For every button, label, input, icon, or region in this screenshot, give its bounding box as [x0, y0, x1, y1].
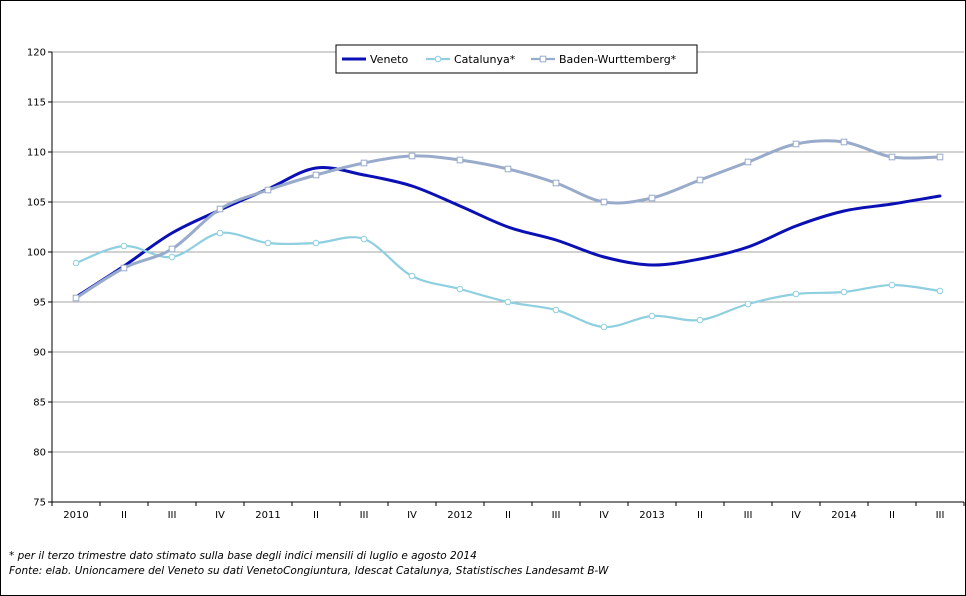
y-tick-label-120: 120 — [27, 48, 46, 59]
data-point-1-16 — [840, 288, 848, 296]
x-tick-label-8: 2012 — [447, 510, 472, 521]
data-point-2-14 — [744, 158, 752, 166]
data-point-1-4 — [264, 239, 272, 247]
data-point-2-3 — [216, 205, 224, 213]
data-point-2-7 — [408, 152, 416, 160]
data-point-1-1 — [120, 242, 128, 250]
data-point-2-11 — [600, 198, 608, 206]
data-point-2-12 — [648, 194, 656, 202]
data-point-2-1 — [120, 264, 128, 272]
legend-label-1: Catalunya* — [454, 53, 516, 66]
data-point-1-12 — [648, 312, 656, 320]
data-point-1-5 — [312, 239, 320, 247]
data-point-2-10 — [552, 179, 560, 187]
footnote-estimate: * per il terzo trimestre dato stimato su… — [9, 550, 477, 562]
y-tick-label-90: 90 — [33, 348, 46, 359]
series-2 — [72, 138, 944, 302]
x-tick-label-13: II — [697, 510, 703, 521]
data-point-1-9 — [504, 298, 512, 306]
x-tick-label-18: III — [936, 510, 945, 521]
y-tick-label-95: 95 — [33, 298, 46, 309]
data-point-2-2 — [168, 245, 176, 253]
x-tick-label-3: IV — [215, 510, 225, 521]
series-lines — [72, 138, 944, 331]
y-tick-label-105: 105 — [27, 198, 46, 209]
x-tick-label-0: 2010 — [63, 510, 88, 521]
legend: Veneto Catalunya* Baden-Wurttemberg* — [335, 44, 698, 74]
legend-marker-1 — [434, 55, 442, 63]
x-tick-label-5: II — [313, 510, 319, 521]
legend-box — [335, 44, 698, 74]
data-point-2-13 — [696, 176, 704, 184]
data-point-1-2 — [168, 253, 176, 261]
x-tick-label-17: II — [889, 510, 895, 521]
y-tick-label-75: 75 — [33, 498, 46, 509]
gridlines — [52, 51, 964, 502]
series-1 — [72, 229, 944, 331]
data-point-1-14 — [744, 300, 752, 308]
data-point-2-15 — [792, 140, 800, 148]
data-point-1-11 — [600, 323, 608, 331]
footnote-source: Fonte: elab. Unioncamere del Veneto su d… — [9, 565, 609, 577]
y-tick-label-100: 100 — [27, 248, 46, 259]
data-point-1-6 — [360, 235, 368, 243]
x-tick-label-16: 2014 — [831, 510, 856, 521]
legend-label-2: Baden-Wurttemberg* — [559, 53, 677, 66]
data-point-1-3 — [216, 229, 224, 237]
x-tick-label-10: III — [552, 510, 561, 521]
data-point-1-15 — [792, 290, 800, 298]
data-point-2-6 — [360, 159, 368, 167]
data-point-2-9 — [504, 165, 512, 173]
data-point-2-16 — [840, 138, 848, 146]
data-point-2-0 — [72, 294, 80, 302]
x-tick-label-4: 2011 — [255, 510, 280, 521]
data-point-1-13 — [696, 316, 704, 324]
legend-marker-2 — [539, 55, 547, 63]
data-point-2-5 — [312, 171, 320, 179]
x-tick-label-12: 2013 — [639, 510, 664, 521]
x-tick-label-7: IV — [407, 510, 417, 521]
x-tick-label-2: III — [168, 510, 177, 521]
plot-area — [52, 52, 964, 502]
data-point-1-18 — [936, 287, 944, 295]
y-tick-label-85: 85 — [33, 398, 46, 409]
data-point-2-18 — [936, 153, 944, 161]
data-point-1-8 — [456, 285, 464, 293]
y-tick-label-115: 115 — [27, 98, 46, 109]
x-tick-label-11: IV — [599, 510, 609, 521]
data-point-2-17 — [888, 153, 896, 161]
y-tick-label-110: 110 — [27, 148, 46, 159]
data-point-1-10 — [552, 306, 560, 314]
x-tick-label-6: III — [360, 510, 369, 521]
data-point-1-7 — [408, 272, 416, 280]
legend-label-0: Veneto — [370, 53, 408, 66]
x-tick-label-1: II — [121, 510, 127, 521]
data-point-1-0 — [72, 259, 80, 267]
x-tick-label-15: IV — [791, 510, 801, 521]
y-tick-label-80: 80 — [33, 448, 46, 459]
data-point-2-8 — [456, 156, 464, 164]
x-tick-label-9: II — [505, 510, 511, 521]
data-point-1-17 — [888, 281, 896, 289]
x-tick-label-14: III — [744, 510, 753, 521]
data-point-2-4 — [264, 186, 272, 194]
